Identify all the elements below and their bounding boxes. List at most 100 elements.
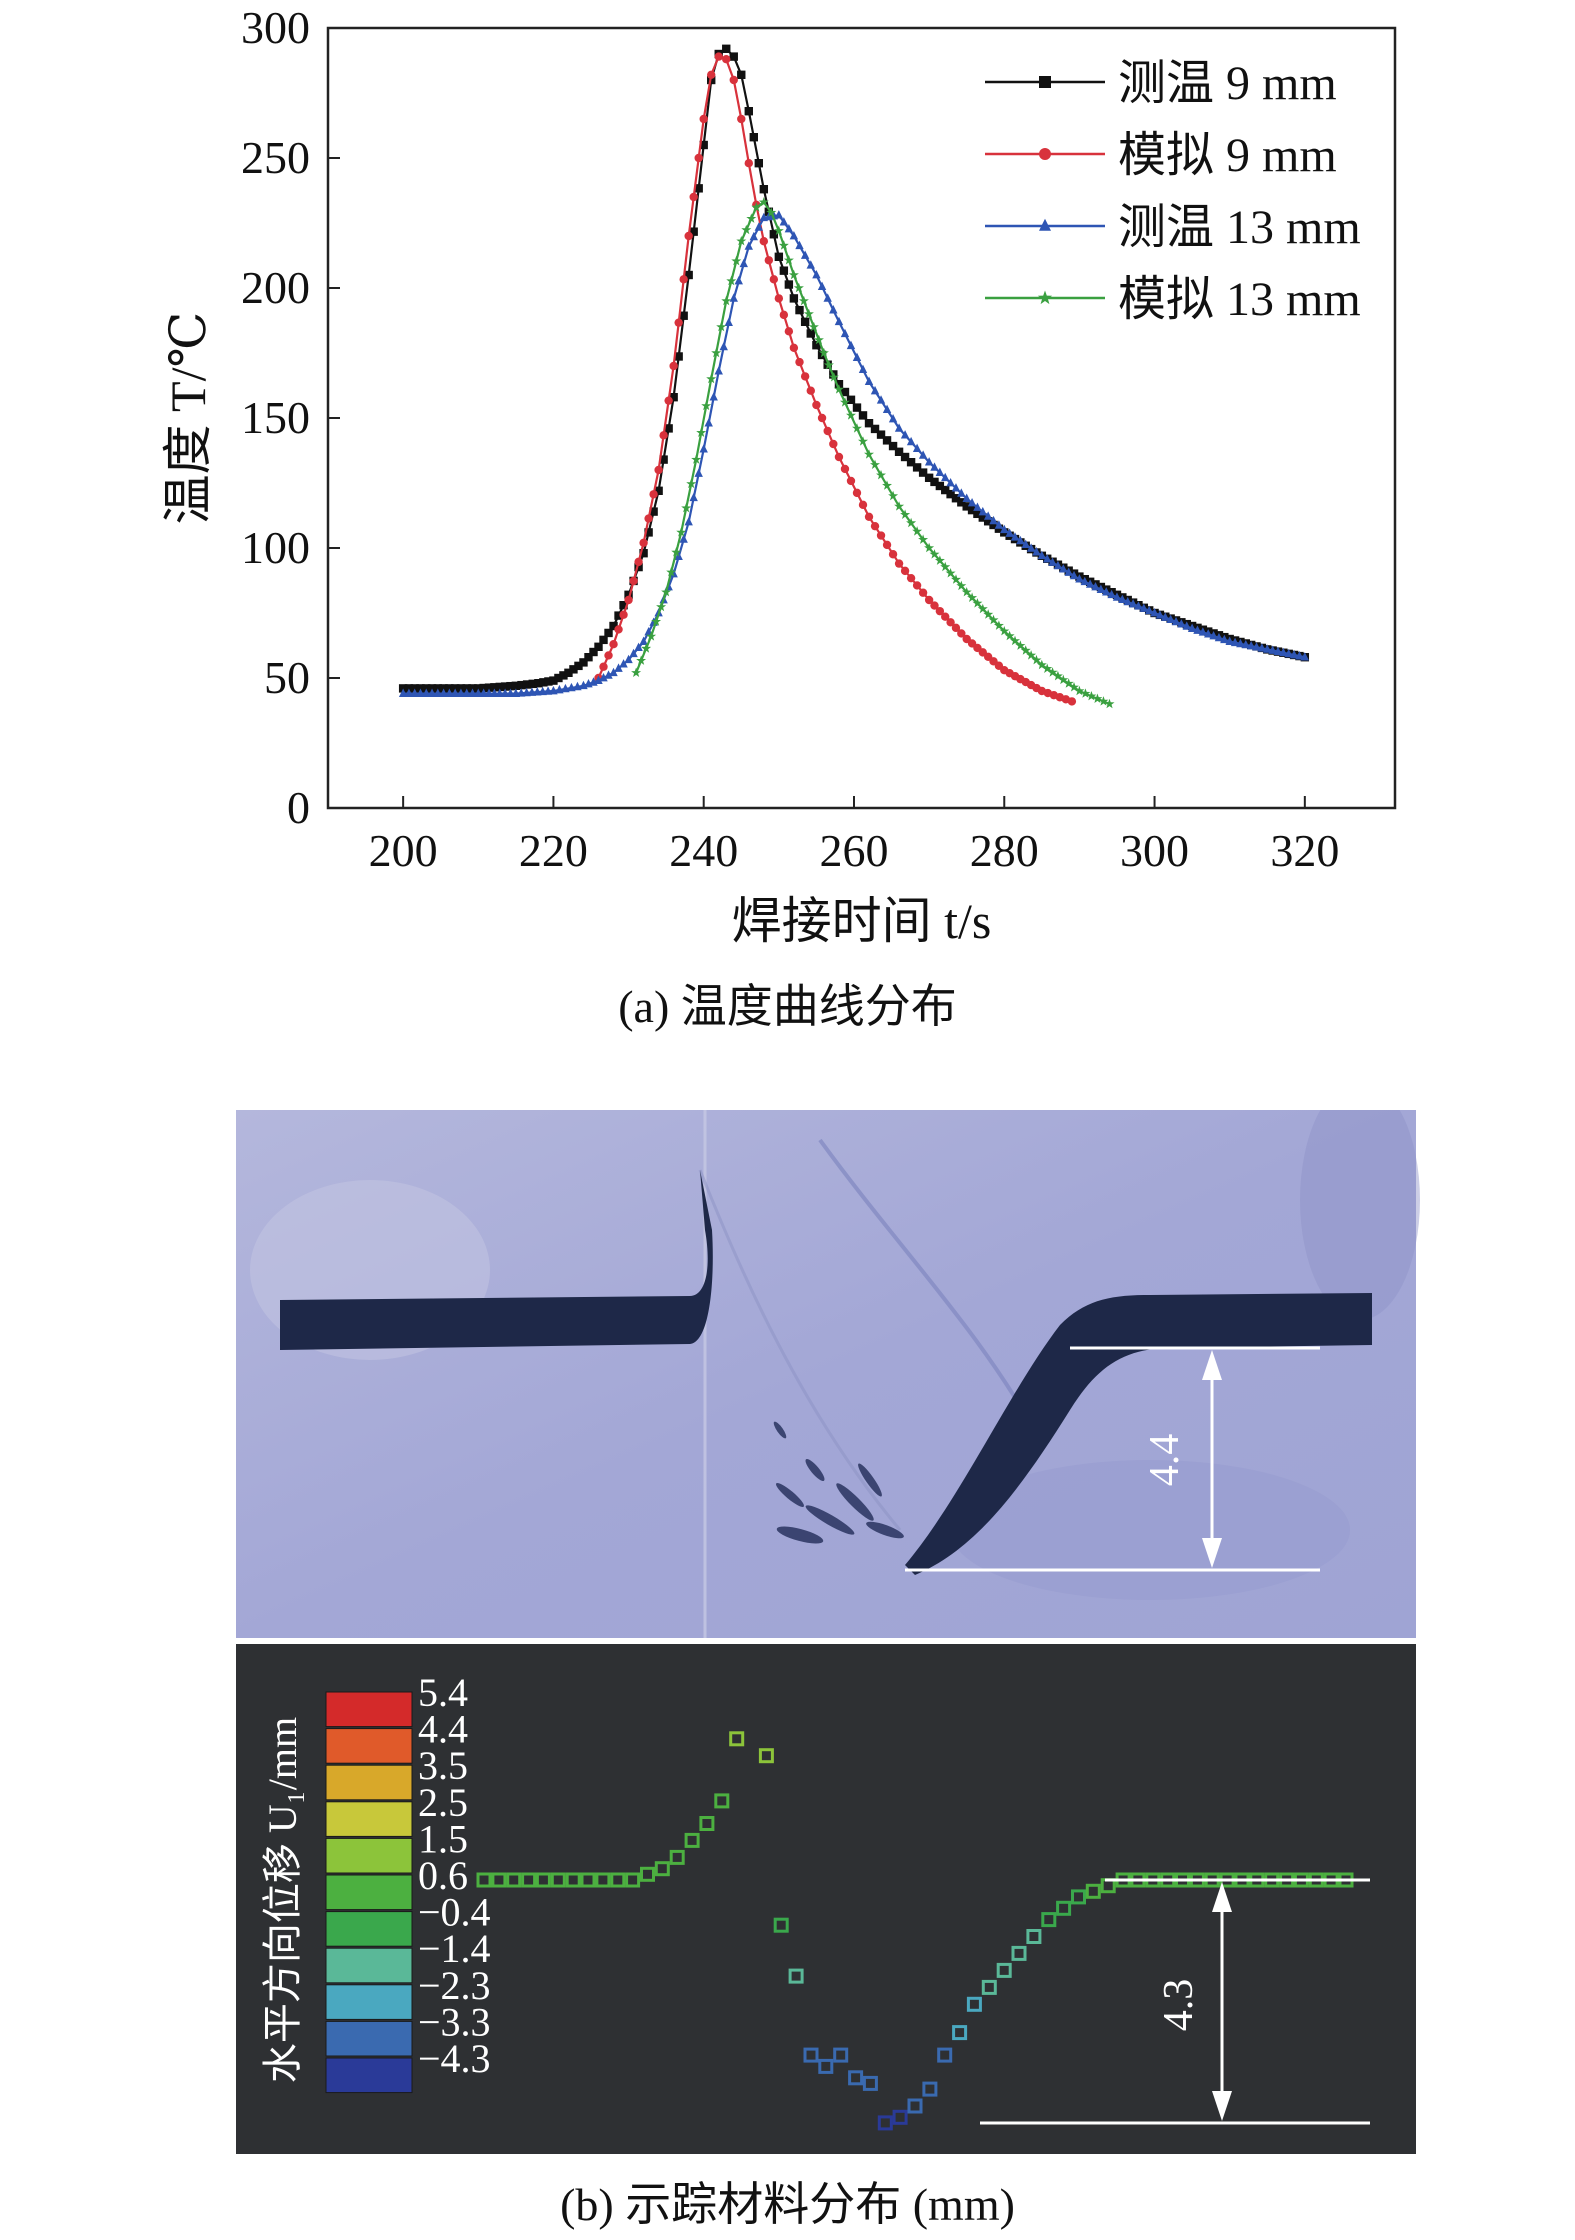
- data-point: [888, 490, 899, 501]
- data-point: [888, 441, 898, 451]
- data-point: [1107, 589, 1116, 599]
- data-point: [1032, 547, 1041, 556]
- data-point: [784, 280, 794, 289]
- data-point: [674, 352, 683, 361]
- data-point: [427, 688, 437, 697]
- data-point: [654, 486, 663, 495]
- data-point: [941, 485, 950, 495]
- data-point: [729, 52, 738, 61]
- data-point: [888, 414, 898, 423]
- data-point: [594, 675, 603, 684]
- data-point: [957, 498, 966, 507]
- data-point: [1086, 691, 1097, 701]
- data-point: [714, 52, 723, 61]
- data-point: [689, 227, 698, 236]
- data-point: [840, 387, 850, 397]
- y-tick-label: 100: [241, 522, 310, 573]
- colorbar-label: −0.4: [418, 1890, 491, 1935]
- data-point: [918, 450, 928, 459]
- data-point: [941, 612, 950, 621]
- data-point: [967, 505, 977, 515]
- data-point: [852, 352, 862, 362]
- data-point: [1080, 688, 1091, 698]
- data-point: [699, 114, 708, 124]
- data-point: [769, 230, 779, 239]
- legend-marker: [1039, 148, 1051, 160]
- data-point: [882, 404, 892, 414]
- data-point: [729, 293, 738, 302]
- data-point: [654, 465, 663, 475]
- x-tick-label: 280: [970, 825, 1039, 876]
- data-point: [706, 373, 717, 384]
- data-point: [1112, 592, 1122, 601]
- data-point: [634, 557, 643, 567]
- data-point: [918, 534, 929, 544]
- data-point: [659, 455, 668, 464]
- data-point: [716, 321, 727, 332]
- tracer-point: [729, 1731, 745, 1747]
- data-point: [664, 396, 673, 405]
- data-point: [951, 483, 961, 492]
- data-point: [779, 310, 789, 320]
- data-point: [681, 502, 692, 513]
- data-point: [769, 275, 779, 284]
- data-point: [694, 153, 703, 163]
- data-point: [882, 480, 892, 490]
- y-tick-label: 50: [264, 652, 310, 703]
- data-point: [918, 588, 928, 597]
- data-point: [1279, 647, 1288, 657]
- colorbar-swatch: [325, 1984, 413, 2020]
- data-point: [894, 559, 904, 568]
- data-point: [679, 275, 688, 284]
- data-point: [669, 568, 678, 578]
- data-point: [517, 680, 526, 690]
- tracer-point: [1056, 1900, 1072, 1916]
- data-point: [468, 684, 477, 693]
- data-point: [989, 515, 998, 525]
- data-point: [967, 498, 977, 507]
- data-point: [973, 502, 982, 511]
- data-point: [967, 592, 978, 602]
- tracer-point: [506, 1872, 522, 1888]
- data-point: [649, 507, 658, 516]
- data-point: [479, 688, 488, 697]
- legend-label: 模拟 9 mm: [1118, 129, 1337, 182]
- tracer-point: [521, 1872, 537, 1888]
- data-point: [495, 688, 504, 697]
- data-point: [823, 359, 834, 370]
- data-point: [450, 684, 460, 693]
- data-point: [1289, 649, 1299, 659]
- data-point: [1043, 554, 1052, 563]
- data-point: [951, 494, 961, 503]
- data-point: [1098, 696, 1109, 706]
- data-point: [1058, 674, 1069, 685]
- data-point: [646, 631, 657, 641]
- data-point: [858, 436, 868, 446]
- data-point: [906, 573, 916, 583]
- data-point: [795, 357, 804, 367]
- data-point: [450, 688, 460, 697]
- data-point: [1182, 621, 1191, 630]
- data-point: [656, 601, 667, 612]
- data-point: [404, 684, 414, 693]
- colorbar-label: −2.3: [418, 1963, 491, 2008]
- data-point: [631, 667, 642, 677]
- data-point: [479, 683, 488, 693]
- tracer-point: [684, 1832, 700, 1848]
- data-point: [906, 458, 916, 467]
- data-point: [594, 642, 603, 651]
- data-point: [1042, 663, 1053, 673]
- data-point: [978, 513, 987, 522]
- data-point: [684, 270, 693, 280]
- tracer-point: [595, 1872, 611, 1888]
- data-point: [599, 672, 608, 682]
- data-point: [609, 621, 618, 631]
- data-point: [864, 449, 874, 459]
- data-point: [929, 549, 940, 559]
- caption-b: (b) 示踪材料分布 (mm): [560, 2179, 1015, 2230]
- colorbar-title: 水平方向位移 U₁/mm: [260, 1717, 305, 2083]
- data-point: [1300, 652, 1310, 661]
- tracer-point: [625, 1872, 641, 1888]
- data-point: [1204, 629, 1213, 638]
- data-point: [779, 266, 789, 275]
